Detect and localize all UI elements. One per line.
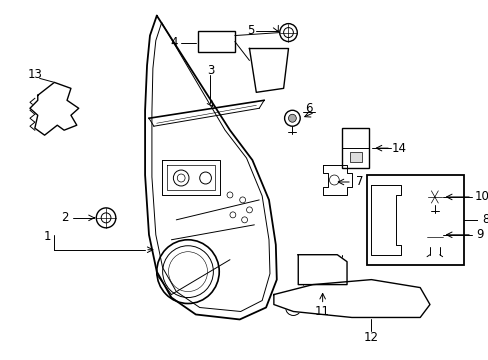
Text: 5: 5: [246, 24, 254, 37]
Polygon shape: [249, 49, 288, 92]
Circle shape: [288, 114, 296, 122]
Text: 12: 12: [363, 331, 378, 344]
Text: 9: 9: [475, 228, 483, 241]
Text: 1: 1: [44, 230, 51, 243]
Bar: [426, 227, 442, 247]
Bar: [41, 118, 49, 124]
Text: 11: 11: [314, 305, 329, 318]
Text: 3: 3: [206, 64, 214, 77]
Text: 14: 14: [390, 141, 406, 155]
Polygon shape: [273, 280, 429, 318]
Polygon shape: [30, 82, 79, 135]
Text: 4: 4: [170, 36, 178, 49]
Text: 6: 6: [305, 102, 312, 115]
Polygon shape: [298, 255, 346, 285]
Text: 7: 7: [355, 175, 363, 189]
Bar: [366, 175, 463, 265]
Text: 10: 10: [473, 190, 488, 203]
Text: 2: 2: [61, 211, 69, 224]
Text: 8: 8: [481, 213, 488, 226]
Bar: [197, 31, 234, 53]
Text: 13: 13: [27, 68, 42, 81]
Bar: [342, 128, 369, 168]
Bar: [349, 152, 361, 162]
